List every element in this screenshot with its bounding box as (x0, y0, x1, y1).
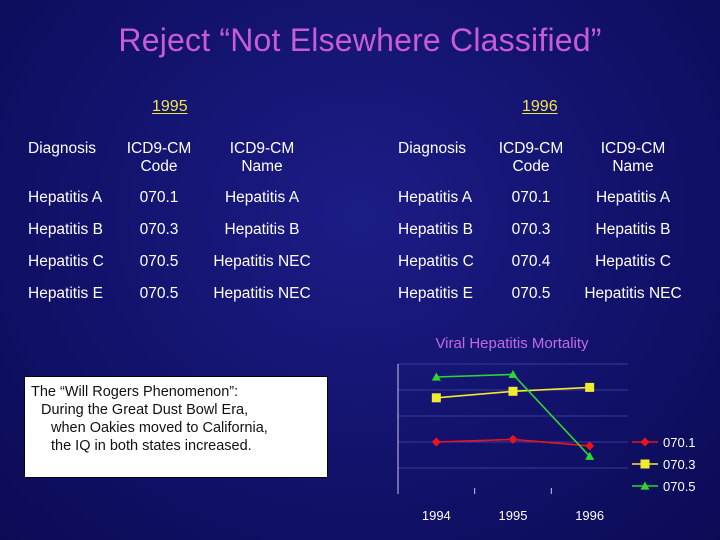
code-cell: 070.1 (139, 189, 179, 206)
table-row: Hepatitis C 070.4 Hepatitis C (398, 246, 694, 278)
name-cell: Hepatitis C (595, 253, 671, 270)
data-point (585, 451, 595, 460)
note-line: The “Will Rogers Phenomenon”: (31, 384, 239, 400)
code-cell: 070.5 (139, 253, 179, 270)
table-row: Hepatitis A 070.1 Hepatitis A (398, 182, 694, 214)
code-cell: 070.3 (139, 221, 179, 238)
table-row: Hepatitis E 070.5 Hepatitis NEC (398, 278, 694, 310)
data-point (431, 393, 441, 403)
chart-title: Viral Hepatitis Mortality (435, 335, 589, 352)
x-tick-labels: 1994 1995 1996 (422, 508, 604, 523)
mortality-line-chart: Viral Hepatitis Mortality 1994 1995 1996 0… (397, 335, 696, 523)
data-point (585, 382, 595, 392)
name-cell: Hepatitis NEC (584, 285, 682, 302)
x-tick-label: 1994 (422, 508, 451, 523)
diagnosis-cell: Hepatitis A (398, 189, 473, 206)
icd9-table-1995: Diagnosis ICD9-CM Code ICD9-CM Name Hepa… (28, 140, 324, 310)
note-line: the IQ in both states increased. (51, 438, 252, 454)
diagnosis-cell: Hepatitis E (28, 285, 103, 302)
legend-label: 070.3 (663, 457, 696, 472)
table-row: Hepatitis C 070.5 Hepatitis NEC (28, 246, 324, 278)
name-cell: Hepatitis A (224, 189, 300, 206)
name-cell: Hepatitis B (224, 221, 300, 238)
name-cell: Hepatitis NEC (213, 285, 311, 302)
note-line: During the Great Dust Bowl Era, (41, 402, 249, 418)
table-row: Hepatitis B 070.3 Hepatitis B (28, 214, 324, 246)
legend-marker (640, 437, 650, 447)
will-rogers-note: The “Will Rogers Phenomenon”: During the… (24, 376, 328, 478)
table-row: Hepatitis B 070.3 Hepatitis B (398, 214, 694, 246)
name-cell: Hepatitis NEC (213, 253, 311, 270)
diagnosis-cell: Hepatitis C (28, 253, 104, 270)
diagnosis-cell: Hepatitis C (398, 253, 474, 270)
data-point (585, 441, 595, 451)
legend-marker (640, 481, 650, 490)
table-row: Hepatitis A 070.1 Hepatitis A (28, 182, 324, 214)
diagnosis-cell: Hepatitis B (398, 221, 473, 238)
header-diagnosis: Diagnosis (398, 140, 467, 157)
chart-legend: 070.1 070.3 070.5 (632, 435, 696, 494)
legend-label: 070.1 (663, 435, 696, 450)
code-cell: 070.4 (511, 253, 551, 270)
diagnosis-cell: Hepatitis B (28, 221, 103, 238)
x-tick-label: 1995 (499, 508, 528, 523)
diagnosis-cell: Hepatitis A (28, 189, 103, 206)
year-label-1996: 1996 (522, 98, 558, 115)
code-cell: 070.5 (511, 285, 551, 302)
chart-series (431, 369, 595, 460)
code-cell: 070.5 (139, 285, 179, 302)
chart-axes (397, 364, 552, 494)
header-icd9-name: ICD9-CM Name (229, 140, 295, 175)
data-point (431, 372, 441, 381)
header-icd9-code: ICD9-CM Code (126, 140, 192, 175)
code-cell: 070.3 (511, 221, 551, 238)
slide-title: Reject “Not Elsewhere Classified” (118, 22, 602, 58)
header-icd9-code: ICD9-CM Code (498, 140, 564, 175)
data-point (508, 369, 518, 378)
icd9-table-1996: Diagnosis ICD9-CM Code ICD9-CM Name Hepa… (398, 140, 694, 310)
table-row: Hepatitis E 070.5 Hepatitis NEC (28, 278, 324, 310)
legend-marker (640, 459, 650, 469)
note-line: when Oakies moved to California, (51, 420, 268, 436)
data-point (431, 437, 441, 447)
legend-label: 070.5 (663, 479, 696, 494)
data-point (508, 386, 518, 396)
name-cell: Hepatitis A (595, 189, 671, 206)
code-cell: 070.1 (511, 189, 551, 206)
diagnosis-cell: Hepatitis E (398, 285, 473, 302)
header-icd9-name: ICD9-CM Name (600, 140, 666, 175)
header-diagnosis: Diagnosis (28, 140, 97, 157)
data-point (508, 434, 518, 444)
year-label-1995: 1995 (152, 98, 188, 115)
x-tick-label: 1996 (575, 508, 604, 523)
name-cell: Hepatitis B (595, 221, 671, 238)
